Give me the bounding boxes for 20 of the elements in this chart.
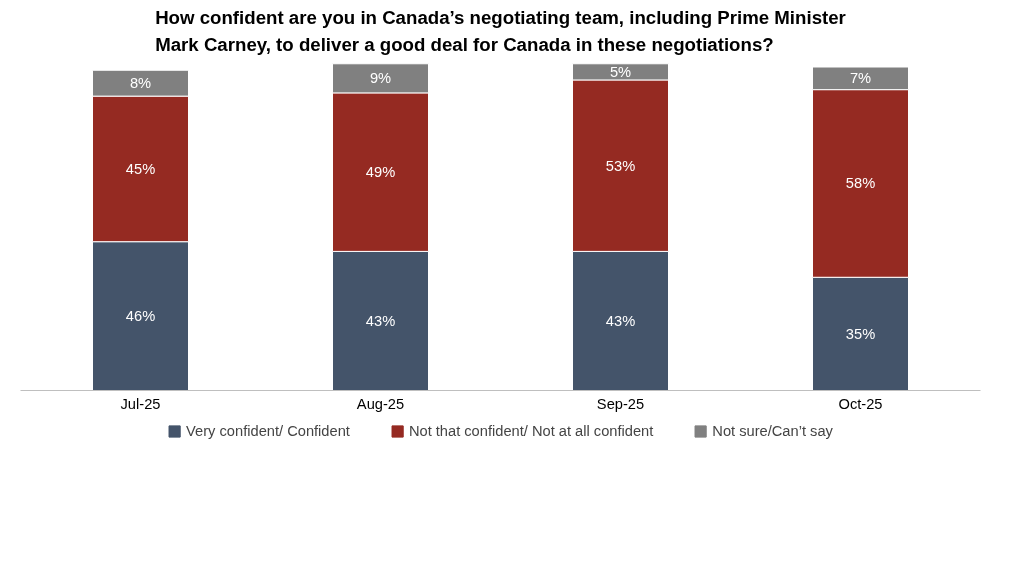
data-label: 46%: [125, 308, 156, 325]
data-label: 53%: [605, 157, 636, 174]
data-label: 8%: [129, 75, 152, 92]
data-label: 45%: [125, 160, 156, 177]
data-label: 9%: [369, 70, 392, 87]
x-tick-label: Aug-25: [356, 395, 405, 412]
data-label: 5%: [609, 63, 632, 80]
legend-label: Very confident/ Confident: [186, 423, 350, 439]
legend-label: Not that confident/ Not at all confident: [408, 423, 654, 439]
data-label: 7%: [849, 70, 872, 87]
data-label: 35%: [845, 325, 876, 342]
data-label: 43%: [365, 312, 396, 329]
data-label: 58%: [845, 175, 876, 192]
data-label: 43%: [605, 312, 636, 329]
data-label: 49%: [365, 164, 396, 181]
legend-label: Not sure/Can’t say: [712, 423, 833, 439]
x-tick-label: Jul-25: [120, 395, 161, 412]
chart-title: How confident are you in Canada’s negotiating team, including Prime Minister Mark Carney, to deliver a good deal for Canada in these negotiations?: [155, 7, 846, 56]
x-tick-label: Oct-25: [838, 395, 883, 412]
x-tick-label: Sep-25: [596, 395, 645, 412]
